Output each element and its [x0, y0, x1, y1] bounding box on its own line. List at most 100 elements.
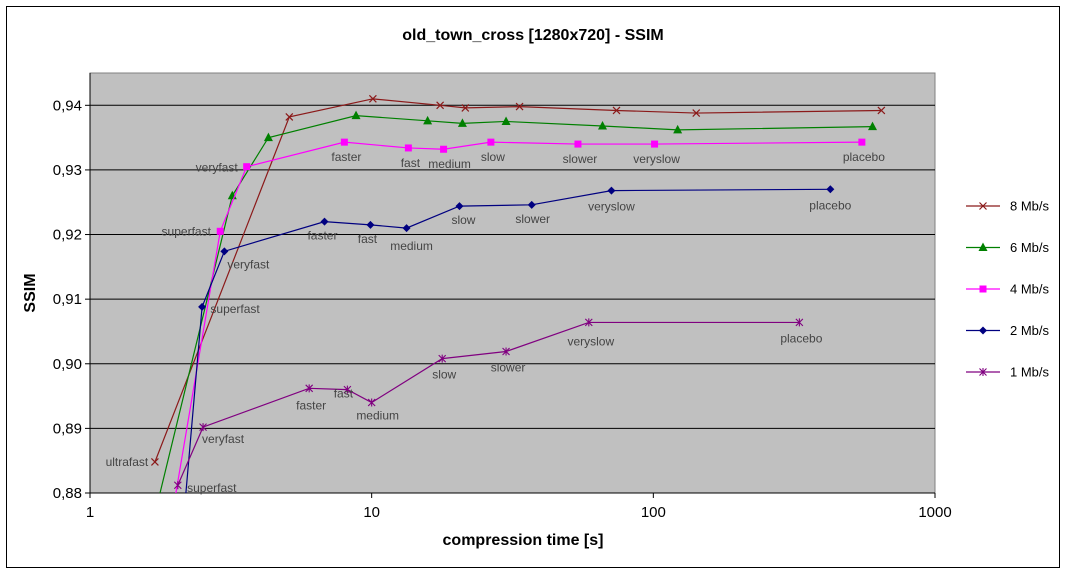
y-axis-title: SSIM	[22, 273, 39, 312]
data-label: superfast	[210, 302, 260, 316]
marker-triangle	[673, 124, 683, 134]
y-tick-label: 0,89	[53, 420, 82, 437]
marker-square	[216, 227, 224, 235]
marker-diamond	[527, 200, 536, 209]
legend-label: 1 Mb/s	[1010, 365, 1050, 380]
data-label: veryslow	[633, 152, 680, 166]
data-label: fast	[334, 387, 354, 401]
x-axis-title: compression time [s]	[443, 532, 604, 549]
marker-x	[515, 102, 524, 111]
axes: 0,88 0,89 0,90 0,91 0,92 0,93 0,94 1 10 100 1000	[53, 73, 952, 521]
x-tick-label: 1	[86, 504, 94, 521]
y-tick-label: 0,94	[53, 97, 82, 114]
data-label: medium	[356, 409, 399, 423]
series-1-mb-s	[173, 318, 804, 490]
marker-diamond	[198, 302, 207, 311]
marker-asterisk	[343, 385, 352, 394]
data-label: fast	[401, 156, 421, 170]
marker-asterisk	[584, 318, 593, 327]
marker-asterisk	[173, 481, 182, 490]
marker-x	[979, 202, 987, 210]
marker-diamond	[320, 217, 329, 226]
marker-diamond	[455, 202, 464, 211]
x-tick-label: 100	[641, 504, 666, 521]
legend-item: 2 Mb/s	[966, 323, 1050, 338]
marker-diamond	[366, 220, 375, 229]
marker-triangle	[868, 121, 878, 131]
marker-square	[404, 144, 412, 152]
data-label: faster	[331, 150, 361, 164]
series-line	[185, 188, 831, 493]
grid-lines	[90, 104, 935, 429]
data-label: veryfast	[227, 257, 270, 271]
marker-triangle	[501, 116, 511, 125]
data-label: veryslow	[588, 200, 635, 214]
data-label: slower	[563, 152, 598, 166]
marker-triangle	[423, 115, 433, 125]
marker-x	[612, 106, 621, 115]
marker-asterisk	[438, 354, 447, 363]
legend-label: 6 Mb/s	[1010, 240, 1050, 255]
chart-title: old_town_cross [1280x720] - SSIM	[402, 27, 663, 44]
ssim-chart: old_town_cross [1280x720] - SSIM 0,880,8…	[22, 27, 1050, 549]
series-line	[159, 115, 873, 493]
marker-square	[171, 496, 178, 503]
y-tick-label: 0,88	[53, 485, 82, 502]
x-tick-label: 10	[363, 504, 380, 521]
data-label: medium	[390, 239, 433, 253]
marker-x	[436, 101, 445, 110]
marker-x	[877, 106, 886, 115]
series-4-mb-s	[171, 138, 866, 503]
data-label: slow	[451, 213, 475, 227]
legend-label: 4 Mb/s	[1010, 282, 1050, 297]
marker-x	[285, 113, 294, 121]
marker-square	[858, 138, 866, 146]
marker-triangle	[598, 120, 608, 130]
marker-triangle	[263, 132, 273, 142]
y-tick-label: 0,92	[53, 227, 82, 244]
data-label: faster	[296, 398, 326, 412]
data-label: fast	[358, 232, 378, 246]
marker-square	[340, 138, 348, 146]
data-label: slow	[432, 368, 456, 382]
x-tick-label: 1000	[918, 504, 951, 521]
marker-x	[461, 103, 470, 112]
data-label: superfast	[162, 224, 212, 238]
legend-item: 6 Mb/s	[966, 240, 1050, 255]
y-tick-label: 0,93	[53, 162, 82, 179]
data-label: ultrafast	[106, 455, 149, 469]
marker-diamond	[826, 185, 835, 194]
data-label: medium	[428, 157, 471, 171]
data-label: slow	[481, 150, 505, 164]
marker-asterisk	[367, 398, 376, 407]
y-tick-label: 0,90	[53, 356, 82, 373]
marker-square	[574, 140, 582, 148]
data-label: slower	[491, 360, 526, 374]
marker-asterisk	[795, 318, 804, 327]
legend: 8 Mb/s 6 Mb/s 4 Mb/s 2 Mb/s 1 Mb/s	[966, 199, 1050, 380]
marker-square	[979, 285, 987, 293]
series-6-mb-s	[159, 110, 878, 493]
marker-square	[440, 145, 448, 153]
y-tick-label: 0,91	[53, 291, 82, 308]
series-layer	[150, 94, 886, 503]
marker-diamond	[181, 495, 189, 503]
data-label: superfast	[187, 481, 237, 495]
marker-asterisk	[979, 368, 987, 376]
legend-label: 8 Mb/s	[1010, 199, 1050, 214]
series-2-mb-s	[181, 185, 835, 503]
marker-asterisk	[199, 423, 207, 432]
marker-square	[243, 163, 251, 171]
data-label: placebo	[843, 150, 885, 164]
series-8-mb-s	[150, 94, 886, 466]
plot-area	[89, 72, 936, 494]
marker-square	[487, 138, 495, 146]
marker-x	[150, 458, 159, 466]
marker-square	[651, 140, 659, 148]
marker-triangle	[351, 110, 361, 120]
data-label: placebo	[780, 331, 822, 345]
marker-diamond	[979, 326, 987, 335]
data-label: placebo	[809, 198, 851, 212]
data-label: veryslow	[567, 334, 614, 348]
